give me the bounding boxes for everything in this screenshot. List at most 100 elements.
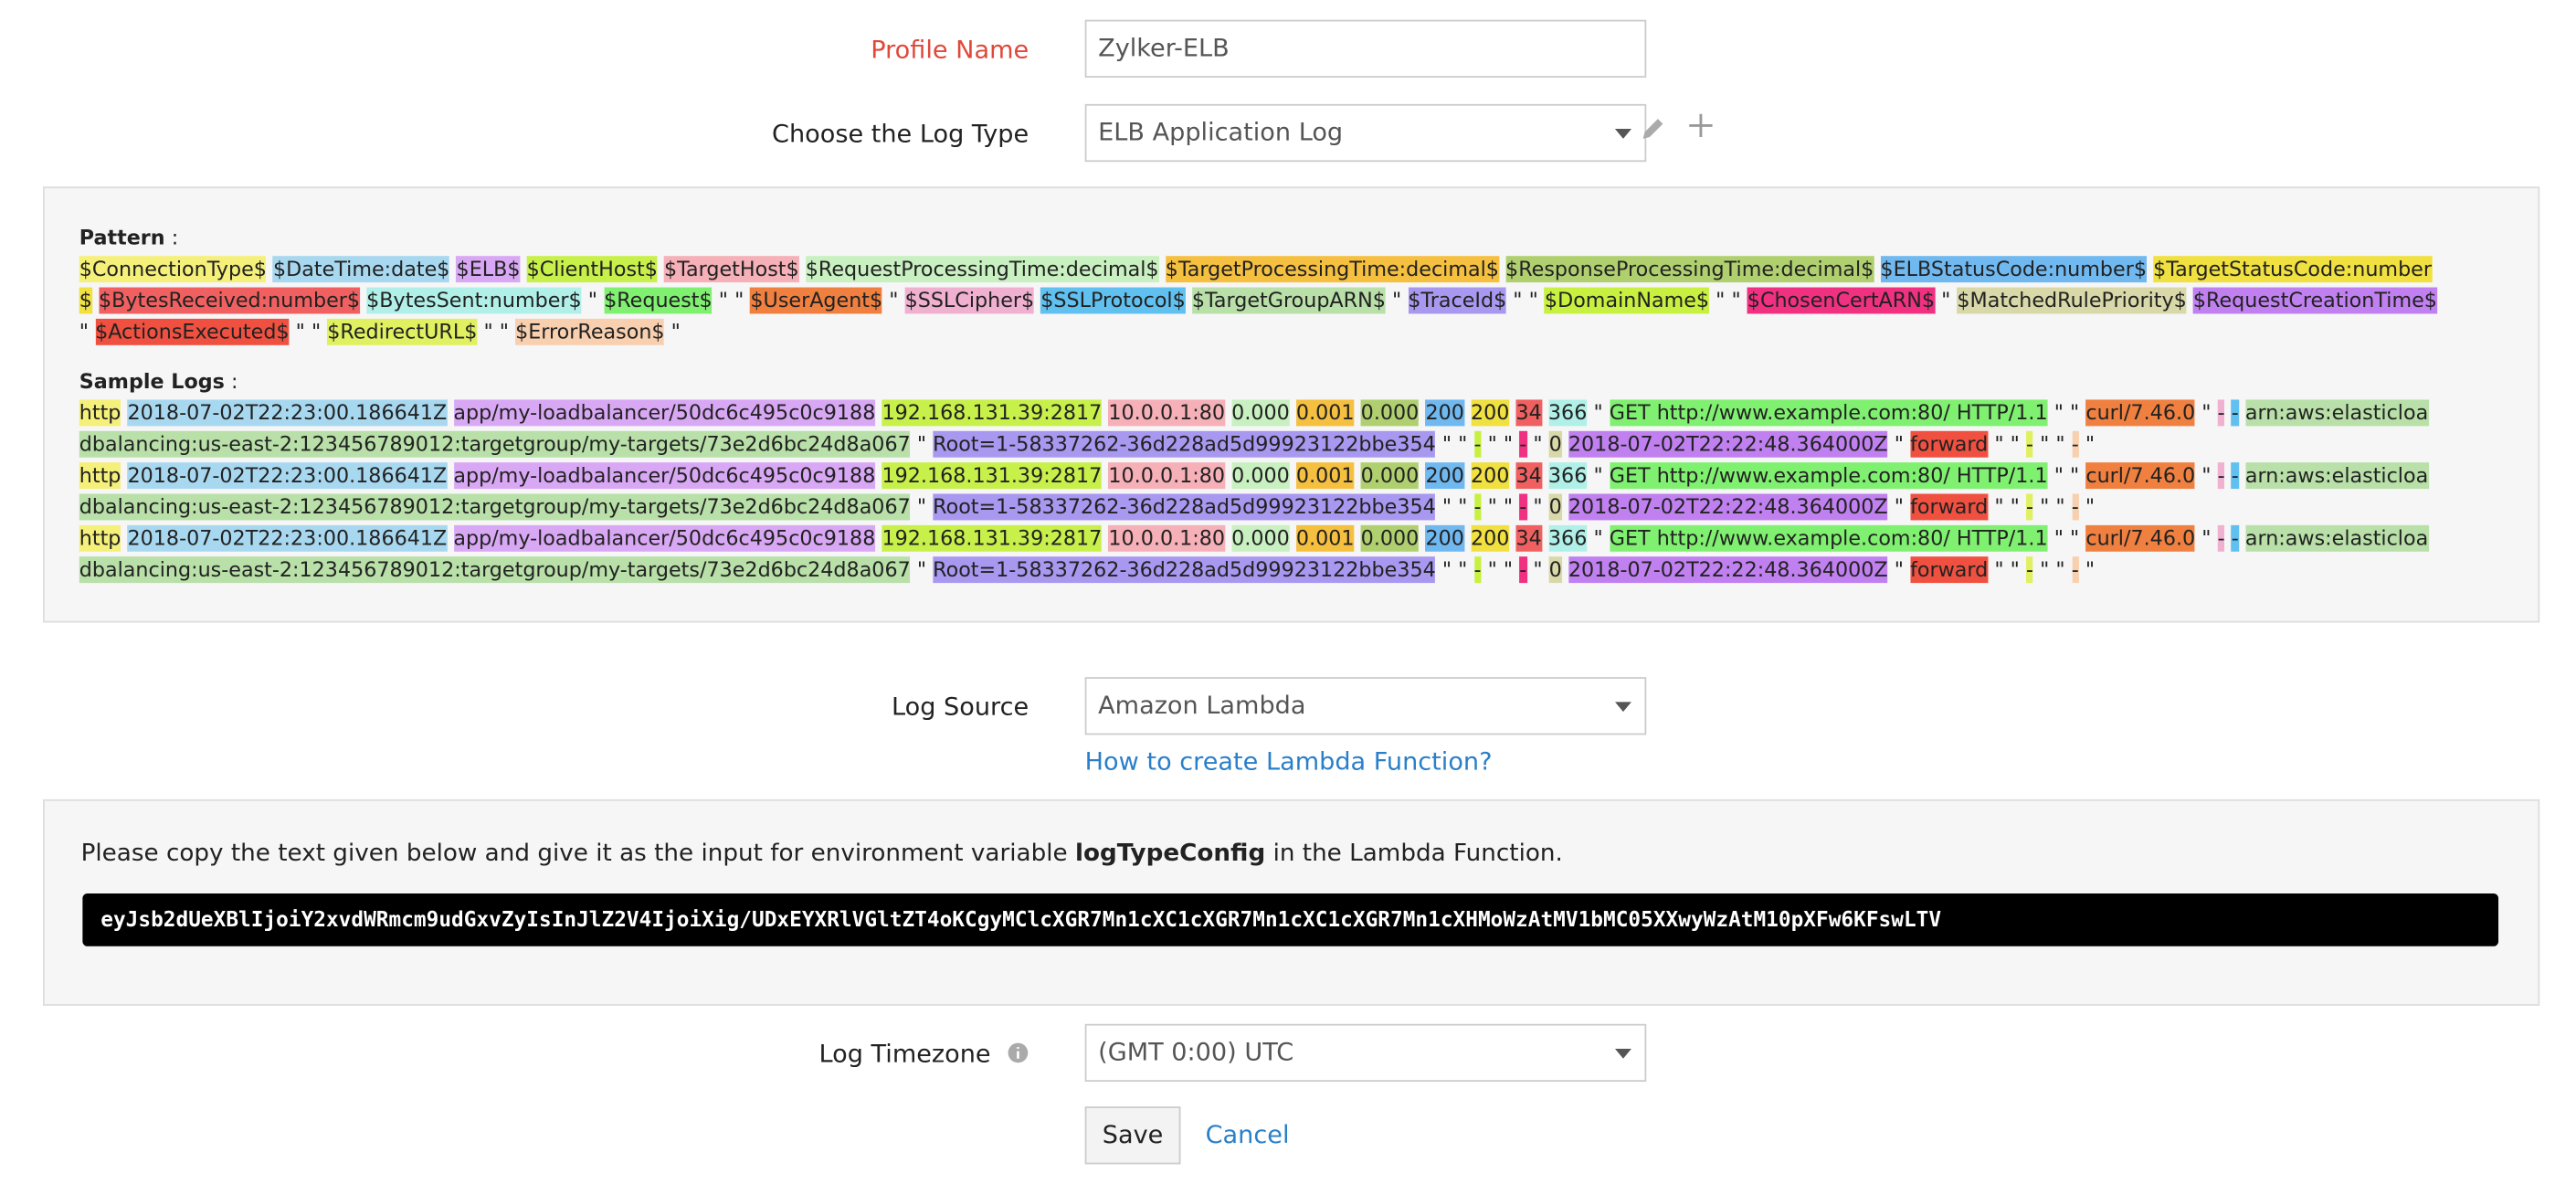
select-value: Amazon Lambda (1098, 690, 1306, 721)
highlighted-token: 200 (1470, 399, 1510, 427)
highlighted-token: GET http://www.example.com:80/ HTTP/1.1 (1609, 462, 2048, 490)
highlighted-token: - (2026, 556, 2034, 584)
separator: " " (1513, 289, 1538, 312)
highlighted-token: - (2217, 399, 2225, 427)
field-label: Profile Name (871, 34, 1029, 65)
sample-log-line: http 2018-07-02T22:23:00.186641Z app/my-… (79, 398, 2441, 461)
highlighted-token: 366 (1547, 524, 1588, 552)
field-label: Choose the Log Type (772, 119, 1029, 149)
highlighted-token: $BytesSent:number$ (366, 287, 582, 314)
separator: " (670, 320, 681, 344)
highlighted-token: 0.000 (1360, 524, 1420, 552)
pattern-tokens: $ConnectionType$ $DateTime:date$ $ELB$ $… (79, 254, 2441, 348)
separator: " (1894, 495, 1904, 519)
cancel-button[interactable]: Cancel (1205, 1119, 1290, 1150)
highlighted-token: app/my-loadbalancer/50dc6c495c0c9188 (453, 462, 876, 490)
lambda-panel: Please copy the text given below and giv… (43, 798, 2540, 1006)
separator: " " (2040, 495, 2065, 519)
highlighted-token: $ErrorReason$ (515, 318, 665, 345)
highlighted-token: Root=1-58337262-36d228ad5d99923122bbe354 (933, 556, 1436, 584)
code-box[interactable]: eyJsb2dUeXBlIjoiY2xvdWRmcm9udGxvZyIsInJl… (82, 893, 2499, 946)
highlighted-token: $Request$ (604, 287, 713, 314)
highlighted-token: 0.001 (1295, 524, 1355, 552)
highlighted-token: $ActionsExecuted$ (95, 318, 290, 345)
highlighted-token: 2018-07-02T22:23:00.186641Z (127, 462, 448, 490)
highlighted-token: curl/7.46.0 (2085, 524, 2196, 552)
highlighted-token: 10.0.0.1:80 (1108, 524, 1226, 552)
highlighted-token: 0 (1548, 493, 1562, 521)
sample-log-line: http 2018-07-02T22:23:00.186641Z app/my-… (79, 460, 2441, 523)
instruction: Please copy the text given below and giv… (81, 840, 1563, 867)
highlighted-token: 192.168.131.39:2817 (882, 524, 1103, 552)
highlighted-token: Root=1-58337262-36d228ad5d99923122bbe354 (933, 430, 1436, 458)
separator: " " (483, 320, 509, 344)
highlighted-token: 200 (1425, 399, 1464, 427)
highlighted-token: $DomainName$ (1544, 287, 1710, 314)
highlighted-token: $SSLCipher$ (904, 287, 1035, 314)
separator: " (1533, 558, 1543, 582)
highlighted-token: - (2231, 399, 2239, 427)
save-button[interactable]: Save (1084, 1106, 1181, 1165)
separator: " (1391, 289, 1402, 312)
separator: " (1894, 558, 1904, 582)
instruction-text: Please copy the text given below and giv… (80, 840, 1075, 868)
separator: " (587, 289, 597, 312)
highlighted-token: 10.0.0.1:80 (1108, 399, 1226, 427)
highlighted-token: GET http://www.example.com:80/ HTTP/1.1 (1609, 524, 2048, 552)
highlighted-token: 0.000 (1360, 462, 1420, 490)
highlighted-token: forward (1910, 430, 1989, 458)
select[interactable]: Amazon Lambda (1084, 677, 1647, 735)
dropdown-arrow (1614, 1048, 1632, 1059)
add-icon[interactable] (1687, 112, 1714, 139)
highlighted-token: http (79, 399, 121, 427)
highlighted-token: 366 (1547, 462, 1588, 490)
highlighted-token: 10.0.0.1:80 (1108, 462, 1226, 490)
separator: " " (2053, 401, 2080, 425)
highlighted-token: - (2071, 430, 2079, 458)
highlighted-token: 2018-07-02T22:22:48.364000Z (1568, 556, 1888, 584)
highlighted-token: 0.000 (1231, 399, 1290, 427)
highlighted-token: curl/7.46.0 (2085, 462, 2196, 490)
highlighted-token: $ConnectionType$ (79, 256, 267, 283)
highlighted-token: $TargetProcessingTime:decimal$ (1165, 256, 1499, 283)
highlighted-token: 2018-07-02T22:23:00.186641Z (127, 524, 448, 552)
separator: " " (1487, 495, 1514, 519)
separator: " (79, 320, 89, 344)
highlighted-token: - (1473, 430, 1482, 458)
separator: " (1593, 463, 1603, 488)
highlighted-token: 0.001 (1295, 399, 1355, 427)
highlighted-token: $ELB$ (456, 256, 521, 283)
separator: " (1894, 432, 1904, 456)
separator: " (916, 495, 927, 519)
info-icon[interactable] (1008, 1042, 1029, 1064)
highlighted-token: - (2217, 524, 2225, 552)
highlighted-token: 200 (1470, 524, 1510, 552)
edit-icon[interactable] (1640, 116, 1666, 143)
highlighted-token: - (1519, 493, 1527, 521)
separator: " " (1487, 558, 1514, 582)
select-value: ELB Application Log (1098, 117, 1344, 147)
highlighted-token: 200 (1425, 524, 1464, 552)
separator: " (1941, 289, 1951, 312)
separator: " " (1441, 558, 1468, 582)
highlighted-token: app/my-loadbalancer/50dc6c495c0c9188 (453, 399, 876, 427)
highlighted-token: - (2071, 556, 2079, 584)
separator: " (916, 558, 927, 582)
text-input[interactable]: Zylker-ELB (1084, 19, 1647, 78)
separator: " " (1441, 432, 1468, 456)
select[interactable]: (GMT 0:00) UTC (1084, 1023, 1647, 1083)
highlighted-token: GET http://www.example.com:80/ HTTP/1.1 (1609, 399, 2048, 427)
highlighted-token: $RedirectURL$ (327, 318, 478, 345)
field-label: Log Source (891, 692, 1029, 722)
select[interactable]: ELB Application Log (1084, 103, 1647, 163)
separator: " (2201, 526, 2212, 550)
highlighted-token: 2018-07-02T22:23:00.186641Z (127, 399, 448, 427)
separator: " " (2040, 432, 2065, 456)
help-link[interactable]: How to create Lambda Function? (1084, 746, 1493, 777)
highlighted-token: $RequestProcessingTime:decimal$ (805, 256, 1159, 283)
separator: " (2201, 401, 2212, 425)
colon: : (230, 369, 238, 394)
highlighted-token: 0.000 (1231, 462, 1290, 490)
highlighted-token: app/my-loadbalancer/50dc6c495c0c9188 (453, 524, 876, 552)
separator: " " (1994, 495, 2020, 519)
